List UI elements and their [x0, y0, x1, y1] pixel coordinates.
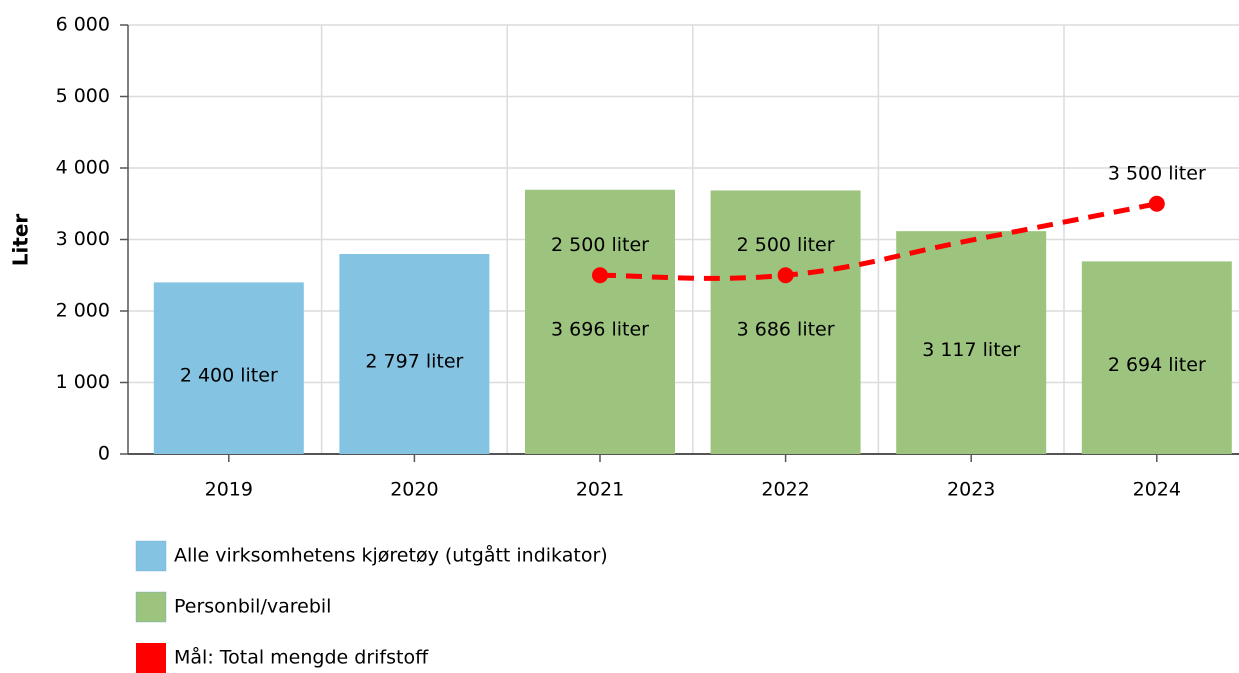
target-marker — [777, 267, 794, 284]
y-tick-label: 1 000 — [56, 371, 110, 393]
y-tick-label: 2 000 — [56, 300, 110, 322]
x-tick-label: 2022 — [761, 479, 809, 501]
bar — [153, 282, 304, 454]
bar-value-label: 3 117 liter — [922, 339, 1020, 361]
x-tick-label: 2024 — [1133, 479, 1181, 501]
y-tick-label: 3 000 — [56, 228, 110, 250]
bar — [1081, 261, 1232, 454]
bar-value-label: 2 694 liter — [1108, 354, 1206, 376]
bar-value-label: 2 797 liter — [365, 351, 463, 373]
target-marker — [1148, 195, 1165, 212]
y-tick-label: 6 000 — [56, 14, 110, 36]
y-tick-label: 0 — [98, 443, 110, 465]
bar-value-label: 3 686 liter — [737, 319, 835, 341]
legend-swatch — [135, 591, 167, 623]
target-value-label: 2 500 liter — [737, 234, 835, 256]
legend-label: Alle virksomhetens kjøretøy (utgått indi… — [174, 544, 608, 567]
y-tick-label: 4 000 — [56, 157, 110, 179]
target-marker — [592, 267, 608, 284]
legend-swatch — [136, 643, 166, 673]
x-tick-label: 2021 — [576, 479, 624, 501]
bar — [339, 254, 490, 454]
legend-label: Personbil/varebil — [174, 596, 331, 618]
legend-swatch — [135, 540, 167, 572]
bar — [896, 231, 1047, 454]
y-tick-label: 5 000 — [56, 85, 110, 107]
bar-value-label: 2 400 liter — [180, 365, 278, 387]
target-value-label: 2 500 liter — [551, 234, 649, 256]
x-tick-label: 2020 — [390, 479, 438, 501]
target-value-label: 3 500 liter — [1108, 162, 1206, 184]
x-tick-label: 2023 — [947, 479, 995, 501]
bar — [710, 190, 861, 455]
x-tick-label: 2019 — [205, 479, 253, 501]
bar-value-label: 3 696 liter — [551, 318, 649, 340]
bar — [525, 189, 675, 454]
target-line — [599, 201, 1158, 281]
y-axis-title: Liter — [9, 214, 33, 267]
legend-label: Mål: Total mengde drifstoff — [174, 646, 429, 669]
